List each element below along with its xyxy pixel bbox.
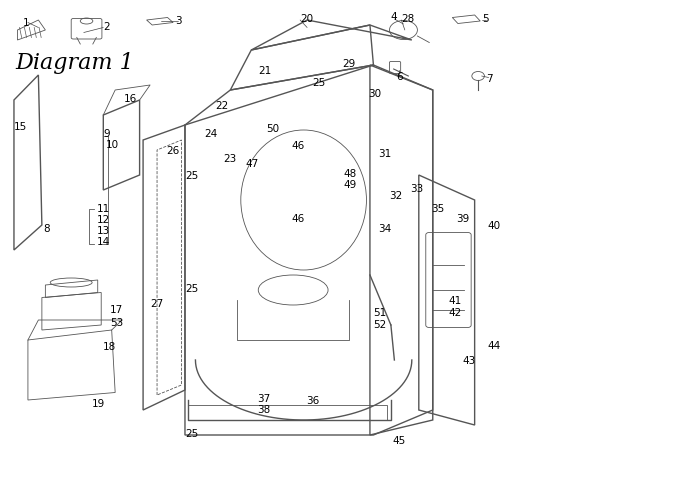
Text: 10: 10: [105, 140, 119, 150]
Text: 6: 6: [396, 72, 402, 83]
Text: 13: 13: [96, 226, 110, 236]
Text: 46: 46: [292, 141, 305, 151]
Text: 11: 11: [96, 204, 110, 214]
Text: 25: 25: [313, 78, 326, 88]
Text: 34: 34: [378, 224, 392, 234]
Text: 21: 21: [258, 66, 272, 76]
Text: 3: 3: [175, 16, 181, 26]
Text: 1: 1: [23, 18, 29, 28]
Text: 26: 26: [166, 146, 179, 156]
Text: 42: 42: [449, 308, 462, 318]
Text: 44: 44: [487, 341, 500, 351]
Text: 28: 28: [401, 14, 415, 24]
Text: 15: 15: [14, 122, 27, 132]
Text: 36: 36: [306, 396, 319, 406]
Text: 2: 2: [103, 22, 110, 32]
Text: 18: 18: [103, 342, 117, 352]
Text: 30: 30: [369, 89, 382, 99]
Text: 12: 12: [96, 215, 110, 225]
Text: 20: 20: [300, 14, 313, 24]
Text: 29: 29: [342, 59, 355, 69]
Text: 24: 24: [204, 129, 217, 139]
Text: 47: 47: [246, 159, 259, 169]
Text: 31: 31: [378, 149, 392, 159]
Text: 14: 14: [96, 237, 110, 247]
Text: Diagram 1: Diagram 1: [15, 52, 134, 74]
Text: 17: 17: [110, 305, 124, 315]
Text: 50: 50: [267, 124, 280, 134]
Text: 32: 32: [389, 191, 403, 201]
Text: 49: 49: [343, 180, 357, 190]
Text: 39: 39: [456, 214, 469, 224]
Text: 9: 9: [103, 129, 110, 139]
Text: 7: 7: [487, 74, 493, 84]
Text: 40: 40: [487, 221, 500, 231]
Text: 19: 19: [92, 399, 105, 409]
Text: 8: 8: [43, 224, 50, 234]
Text: 5: 5: [482, 14, 489, 24]
Text: 37: 37: [257, 394, 270, 404]
Text: 33: 33: [410, 184, 424, 194]
Text: 25: 25: [185, 429, 198, 439]
Text: 52: 52: [373, 320, 387, 330]
Text: 35: 35: [431, 204, 445, 214]
Text: 46: 46: [292, 214, 305, 224]
Text: 45: 45: [392, 436, 406, 446]
Text: 25: 25: [185, 284, 198, 294]
Text: 51: 51: [373, 308, 387, 318]
Text: 23: 23: [223, 154, 237, 164]
Text: 25: 25: [185, 171, 198, 181]
Text: 16: 16: [124, 94, 138, 104]
Text: 38: 38: [257, 405, 270, 415]
Text: 48: 48: [343, 169, 357, 179]
Text: 27: 27: [150, 299, 163, 309]
Text: 43: 43: [463, 356, 476, 366]
Text: 22: 22: [215, 101, 228, 111]
Text: 53: 53: [110, 318, 124, 328]
Text: 4: 4: [390, 12, 396, 22]
Text: 41: 41: [449, 296, 462, 306]
